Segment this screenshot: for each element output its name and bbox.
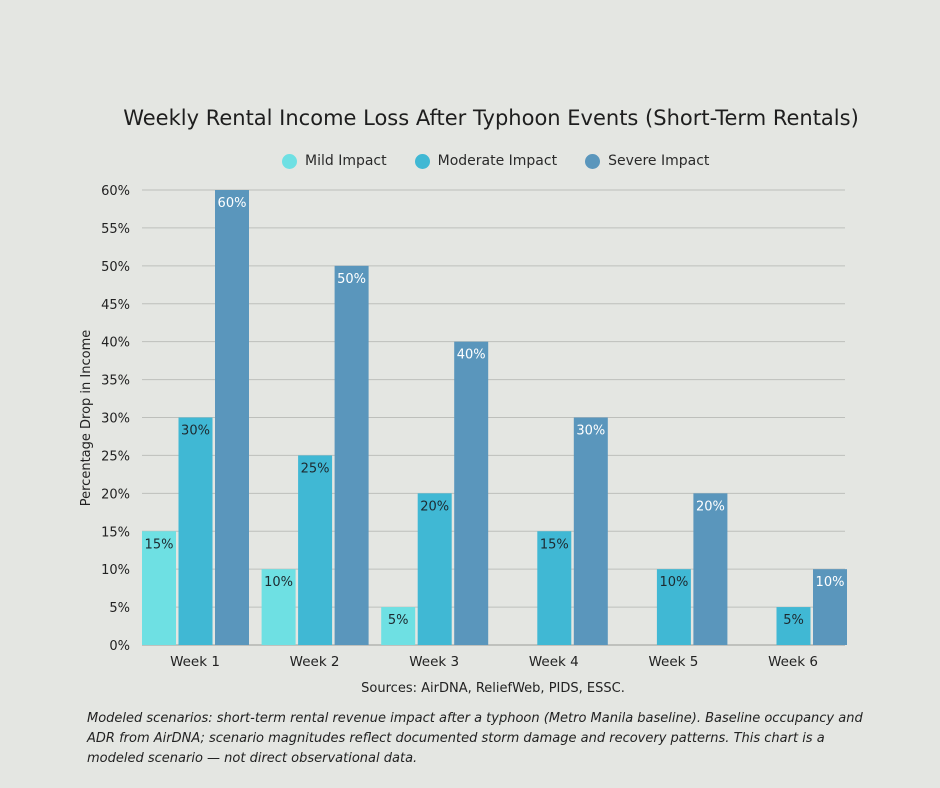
data-label: 10% [264, 575, 293, 590]
bar [215, 190, 249, 645]
data-label: 40% [457, 348, 486, 363]
data-label: 5% [388, 613, 409, 628]
y-axis-label: Percentage Drop in Income [79, 330, 94, 507]
legend-item: Mild Impact [282, 153, 387, 169]
data-label: 20% [696, 499, 725, 514]
data-label: 15% [540, 537, 569, 552]
data-label: 30% [576, 424, 605, 439]
y-tick-label: 60% [101, 184, 130, 199]
sources-text: Sources: AirDNA, ReliefWeb, PIDS, ESSC. [361, 681, 625, 696]
data-label: 60% [218, 196, 247, 211]
bar [776, 607, 811, 645]
y-tick-label: 45% [101, 298, 130, 313]
bar [298, 455, 333, 645]
data-label: 30% [181, 424, 210, 439]
bar [693, 493, 728, 645]
data-label: 10% [816, 575, 845, 590]
bar [454, 341, 489, 645]
data-label: 50% [337, 272, 366, 287]
data-label: 5% [783, 613, 804, 628]
legend-swatch [585, 153, 601, 169]
bar [334, 265, 369, 645]
bar [537, 531, 572, 645]
legend-item: Moderate Impact [414, 153, 558, 169]
x-tick-label: Week 1 [170, 654, 220, 670]
y-tick-label: 35% [101, 374, 130, 389]
x-tick-label: Week 6 [768, 654, 818, 670]
bar [813, 569, 847, 645]
y-tick-label: 25% [101, 449, 130, 464]
legend-swatch [282, 153, 297, 169]
legend-label: Moderate Impact [437, 153, 558, 169]
legend-item: Severe Impact [585, 153, 709, 169]
data-label: 15% [145, 537, 174, 552]
legend-label: Mild Impact [305, 153, 387, 169]
legend: Mild Impact Moderate Impact Severe Impact [282, 153, 709, 169]
bar [573, 417, 608, 645]
data-label: 10% [659, 575, 688, 590]
y-tick-label: 10% [101, 563, 130, 578]
bar-chart: 0% 5% 10% 15% 20% 25% 30% 35% 40% 45% 50% 55% 60% Per… [79, 184, 847, 670]
data-label: 20% [420, 499, 449, 514]
bar [261, 569, 296, 645]
y-tick-label: 30% [101, 412, 130, 427]
y-tick-label: 20% [101, 487, 130, 502]
bar [417, 493, 452, 645]
y-tick-label: 55% [101, 222, 130, 237]
footnote: Modeled scenarios: short-term rental rev… [87, 711, 863, 766]
x-tick-label: Week 4 [529, 654, 579, 670]
data-label: 25% [301, 461, 330, 476]
bar [142, 531, 176, 645]
y-tick-label: 0% [109, 639, 130, 654]
bar [178, 417, 213, 645]
bar [381, 607, 416, 645]
legend-swatch [414, 153, 430, 169]
x-tick-label: Week 5 [648, 654, 698, 670]
x-tick-label: Week 2 [290, 654, 340, 670]
y-tick-label: 50% [101, 260, 130, 275]
y-tick-label: 15% [101, 525, 130, 540]
x-tick-label: Week 3 [409, 654, 459, 670]
y-tick-label: 40% [101, 336, 130, 351]
bar [656, 569, 691, 645]
legend-label: Severe Impact [608, 153, 710, 169]
y-tick-label: 5% [109, 601, 130, 616]
chart-title: Weekly Rental Income Loss After Typhoon … [123, 106, 859, 130]
